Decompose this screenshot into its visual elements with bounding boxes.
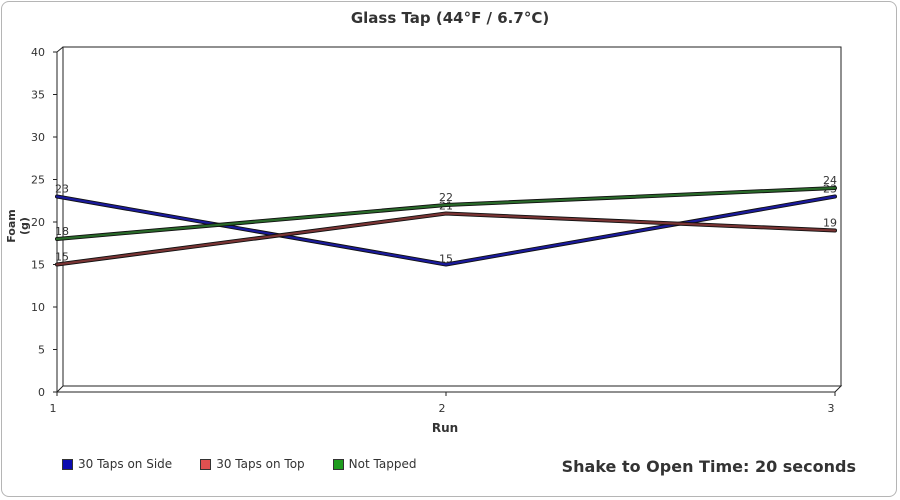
legend: 30 Taps on Side 30 Taps on Top Not Tappe… [62, 457, 444, 471]
shake-time-note: Shake to Open Time: 20 seconds [561, 457, 856, 476]
data-label: 22 [439, 191, 453, 204]
data-label: 19 [823, 217, 837, 230]
y-tick-label: 40 [31, 46, 45, 59]
series-line-0 [55, 195, 837, 266]
legend-swatch-side [62, 458, 73, 470]
y-tick-label: 30 [31, 131, 45, 144]
y-tick-label: 5 [38, 344, 45, 357]
data-label: 23 [55, 183, 69, 196]
chart-title: Glass Tap (44°F / 6.7°C) [350, 9, 550, 27]
legend-label-not-tapped: Not Tapped [348, 457, 417, 471]
x-axis-label: Run [431, 421, 459, 435]
legend-swatch-not-tapped [332, 458, 344, 470]
legend-label-top: 30 Taps on Top [216, 457, 305, 471]
plot-back-wall [62, 46, 842, 387]
series-line-1 [55, 212, 837, 266]
data-label: 18 [55, 225, 69, 238]
legend-label-side: 30 Taps on Side [78, 457, 173, 471]
legend-item-side[interactable]: 30 Taps on Side [62, 457, 172, 471]
plot-floor [55, 385, 843, 393]
y-tick-label: 35 [31, 89, 45, 102]
x-tick-label: 2 [439, 402, 446, 415]
y-tick-label: 20 [31, 216, 45, 229]
series-line-2 [55, 186, 837, 241]
x-tick-label: 1 [50, 402, 57, 415]
data-label: 24 [823, 174, 837, 187]
y-tick-label: 15 [31, 259, 45, 272]
data-label: 15 [55, 251, 69, 264]
y-tick-label: 0 [38, 386, 45, 399]
legend-swatch-top [200, 458, 212, 470]
legend-item-top[interactable]: 30 Taps on Top [200, 457, 305, 471]
legend-item-not-tapped[interactable]: Not Tapped [332, 457, 417, 471]
y-tick-label: 25 [31, 174, 45, 187]
data-label: 15 [439, 253, 453, 266]
y-tick-label: 10 [31, 301, 45, 314]
x-tick-label: 3 [828, 402, 835, 415]
y-axis-top-edge [56, 46, 64, 53]
